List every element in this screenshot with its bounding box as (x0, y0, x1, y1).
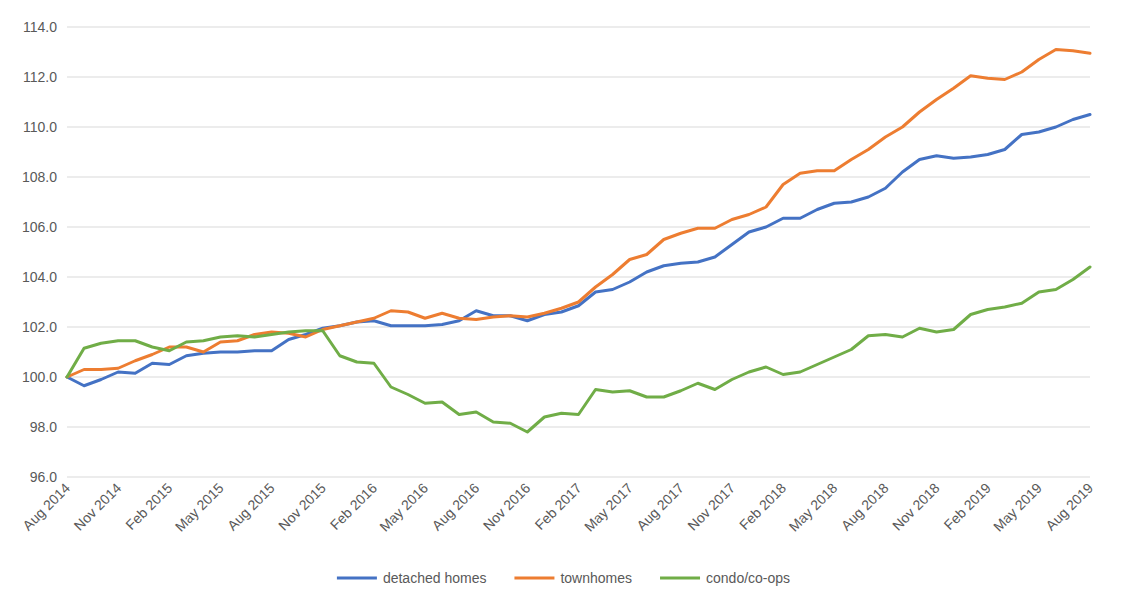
grid-line (67, 277, 1090, 278)
grid-line (67, 177, 1090, 178)
y-tick-labels: 96.0 98.0 100.0 102.0 104.0 106.0 108.0 110.0 11… (22, 19, 57, 485)
x-tick-label: Aug 2015 (224, 480, 278, 534)
legend-swatch (514, 577, 554, 580)
y-tick-label: 106.0 (22, 219, 57, 235)
x-tick-label: May 2019 (990, 480, 1045, 535)
y-tick-label: 110.0 (23, 119, 57, 135)
y-tick-label: 100.0 (22, 369, 57, 385)
x-tick-label: Nov 2016 (480, 480, 534, 534)
x-tick-label: Aug 2018 (838, 480, 892, 534)
x-tick-label: Aug 2014 (19, 480, 73, 534)
x-tick-label: Aug 2019 (1042, 480, 1096, 534)
grid-line (67, 327, 1090, 328)
series-line (67, 115, 1090, 386)
x-tick-label: Nov 2018 (889, 480, 943, 534)
y-tick-label: 104.0 (22, 269, 57, 285)
legend-label: condo/co-ops (706, 570, 790, 586)
x-tick-label: May 2017 (581, 480, 636, 535)
x-tick-label: May 2015 (172, 480, 227, 535)
legend: detached homes townhomes condo/co-ops (337, 570, 790, 586)
background (0, 0, 1127, 602)
y-tick-label: 114.0 (23, 19, 57, 35)
legend-label: townhomes (560, 570, 632, 586)
y-tick-label: 112.0 (23, 69, 57, 85)
x-tick-label: Feb 2015 (122, 480, 175, 533)
y-tick-label: 102.0 (22, 319, 57, 335)
legend-swatch (337, 577, 377, 580)
grid-line (67, 477, 1090, 478)
x-tick-label: Feb 2018 (736, 480, 789, 533)
y-tick-label: 96.0 (30, 469, 57, 485)
grid-line (67, 227, 1090, 228)
chart: 96.0 98.0 100.0 102.0 104.0 106.0 108.0 110.0 11… (0, 0, 1127, 602)
x-tick-label: Aug 2017 (633, 480, 687, 534)
x-tick-label: Aug 2016 (429, 480, 483, 534)
y-tick-label: 108.0 (22, 169, 57, 185)
series-line (67, 50, 1090, 378)
grid (67, 27, 1090, 477)
legend-swatch (660, 577, 700, 580)
x-tick-label: May 2016 (376, 480, 431, 535)
series-lines (67, 50, 1090, 433)
y-tick-label: 98.0 (30, 419, 57, 435)
x-tick-labels: Aug 2014Nov 2014Feb 2015May 2015Aug 2015… (19, 480, 1096, 535)
grid-line (67, 127, 1090, 128)
x-tick-label: Feb 2017 (531, 480, 584, 533)
series-line (67, 267, 1090, 432)
legend-label: detached homes (383, 570, 487, 586)
x-tick-label: May 2018 (786, 480, 841, 535)
x-tick-label: Feb 2019 (941, 480, 994, 533)
x-tick-label: Nov 2015 (275, 480, 329, 534)
x-tick-label: Nov 2014 (71, 480, 125, 534)
x-tick-label: Nov 2017 (684, 480, 738, 534)
x-tick-label: Feb 2016 (327, 480, 380, 533)
grid-line (67, 27, 1090, 28)
grid-line (67, 427, 1090, 428)
grid-line (67, 377, 1090, 378)
grid-line (67, 77, 1090, 78)
